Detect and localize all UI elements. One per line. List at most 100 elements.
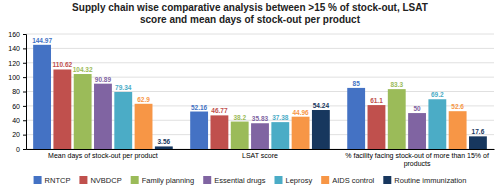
data-label: 144.97: [32, 37, 52, 44]
x-tick-label-line: LSAT score: [242, 152, 278, 159]
x-axis: Mean days of stock-out per product LSAT s…: [27, 150, 495, 169]
bar: [251, 123, 269, 149]
legend-label: RNTCP: [45, 176, 71, 185]
y-tick-mark: [23, 77, 26, 78]
legend-swatch: [203, 176, 211, 184]
legend-item: NVBDCP: [79, 176, 121, 185]
bar: [368, 105, 386, 149]
y-axis: 0 20 40 60 80 100 120 140 160: [8, 31, 26, 153]
y-tick-label: 160: [8, 31, 20, 38]
bar: [292, 117, 310, 149]
y-tick-mark: [23, 149, 26, 150]
title: Supply chain wise comparative analysis b…: [72, 2, 428, 25]
data-labels: 144.97 52.16 85 110.62 46.77 61.1 104.32 38.2 83…: [32, 37, 485, 146]
legend: RNTCP NVBDCP Family planning Essential drug…: [34, 176, 467, 185]
data-label: 3.56: [158, 138, 171, 145]
y-tick-label: 0: [16, 146, 20, 153]
x-tick: % facility facing stock-out of more than…: [345, 152, 489, 168]
legend-swatch: [79, 176, 87, 184]
data-label: 50: [413, 105, 421, 112]
x-tick-label-line: % facility facing stock-out of more than…: [345, 152, 489, 160]
bar: [190, 112, 208, 149]
bar: [74, 74, 92, 149]
y-tick: 80: [12, 88, 26, 95]
data-label: 79.34: [115, 84, 132, 91]
bar: [449, 111, 467, 149]
y-tick: 160: [8, 31, 26, 38]
grid: [26, 34, 494, 149]
plot: 144.97 52.16 85 110.62 46.77 61.1 104.32 38.2 83…: [8, 31, 494, 168]
legend-label: Family planning: [142, 176, 195, 185]
y-tick-mark: [23, 135, 26, 136]
x-tick-label: % facility facing stock-out of more than…: [345, 152, 489, 168]
bar: [408, 113, 426, 149]
y-tick-label: 80: [12, 88, 20, 95]
bar: [155, 146, 173, 149]
legend-item: Leprosy: [275, 176, 313, 185]
x-tick-label-line: products: [404, 160, 431, 168]
grid-line: [26, 34, 494, 35]
data-label: 44.96: [292, 109, 309, 116]
legend-label: Routine immunization: [394, 176, 466, 185]
bar: [33, 45, 51, 149]
chart-svg: Supply chain wise comparative analysis b…: [0, 0, 500, 189]
bar: [428, 99, 446, 149]
y-tick-label: 20: [12, 131, 20, 138]
bar: [271, 122, 289, 149]
chart-container: Supply chain wise comparative analysis b…: [0, 0, 500, 189]
bar: [94, 84, 112, 149]
y-tick: 40: [12, 117, 26, 124]
x-tick-label-line: Mean days of stock-out per product: [48, 152, 158, 160]
data-label: 52.16: [191, 104, 208, 111]
bar: [231, 122, 249, 149]
legend-label: AIDS control: [332, 176, 374, 185]
data-label: 62.9: [137, 96, 150, 103]
data-label: 38.2: [233, 114, 246, 121]
data-label: 83.3: [390, 81, 403, 88]
legend-label: NVBDCP: [90, 176, 121, 185]
data-label: 61.1: [370, 97, 383, 104]
x-tick: LSAT score: [242, 152, 278, 159]
legend-label: Essential drugs: [214, 176, 266, 185]
y-tick: 60: [12, 103, 26, 110]
legend-item: RNTCP: [34, 176, 71, 185]
legend-label: Leprosy: [286, 176, 313, 185]
bar: [469, 136, 487, 149]
data-label: 104.32: [73, 66, 93, 73]
bar: [312, 110, 330, 149]
bar: [347, 88, 365, 149]
data-label: 37.38: [272, 114, 289, 121]
bar: [53, 69, 71, 149]
y-tick-mark: [23, 120, 26, 121]
data-label: 85: [353, 80, 361, 87]
data-label: 17.6: [472, 128, 485, 135]
data-label: 54.24: [313, 102, 330, 109]
y-tick-label: 140: [8, 45, 20, 52]
legend-item: Family planning: [131, 176, 195, 185]
x-tick-label: Mean days of stock-out per product: [48, 152, 158, 160]
legend-swatch: [275, 176, 283, 184]
y-tick: 20: [12, 131, 26, 138]
title-line: Supply chain wise comparative analysis b…: [72, 2, 428, 13]
data-label: 35.83: [252, 115, 269, 122]
grid-line: [26, 48, 494, 49]
y-tick-mark: [23, 106, 26, 107]
data-label: 52.6: [451, 103, 464, 110]
x-tick-label: LSAT score: [242, 152, 278, 159]
data-label: 90.89: [95, 76, 112, 83]
legend-item: AIDS control: [321, 176, 374, 185]
y-tick: 100: [8, 74, 26, 81]
data-label: 110.62: [53, 61, 73, 68]
y-tick: 140: [8, 45, 26, 52]
data-label: 69.2: [431, 91, 444, 98]
y-tick-label: 120: [8, 59, 20, 66]
bars: [33, 45, 487, 149]
title-line: score and mean days of stock-out per pro…: [140, 14, 361, 25]
x-tick: Mean days of stock-out per product: [48, 152, 158, 160]
y-tick-mark: [23, 34, 26, 35]
data-label: 46.77: [211, 107, 228, 114]
y-tick-label: 40: [12, 117, 20, 124]
grid-line: [26, 62, 494, 63]
y-tick-mark: [23, 63, 26, 64]
y-tick: 120: [8, 59, 26, 66]
